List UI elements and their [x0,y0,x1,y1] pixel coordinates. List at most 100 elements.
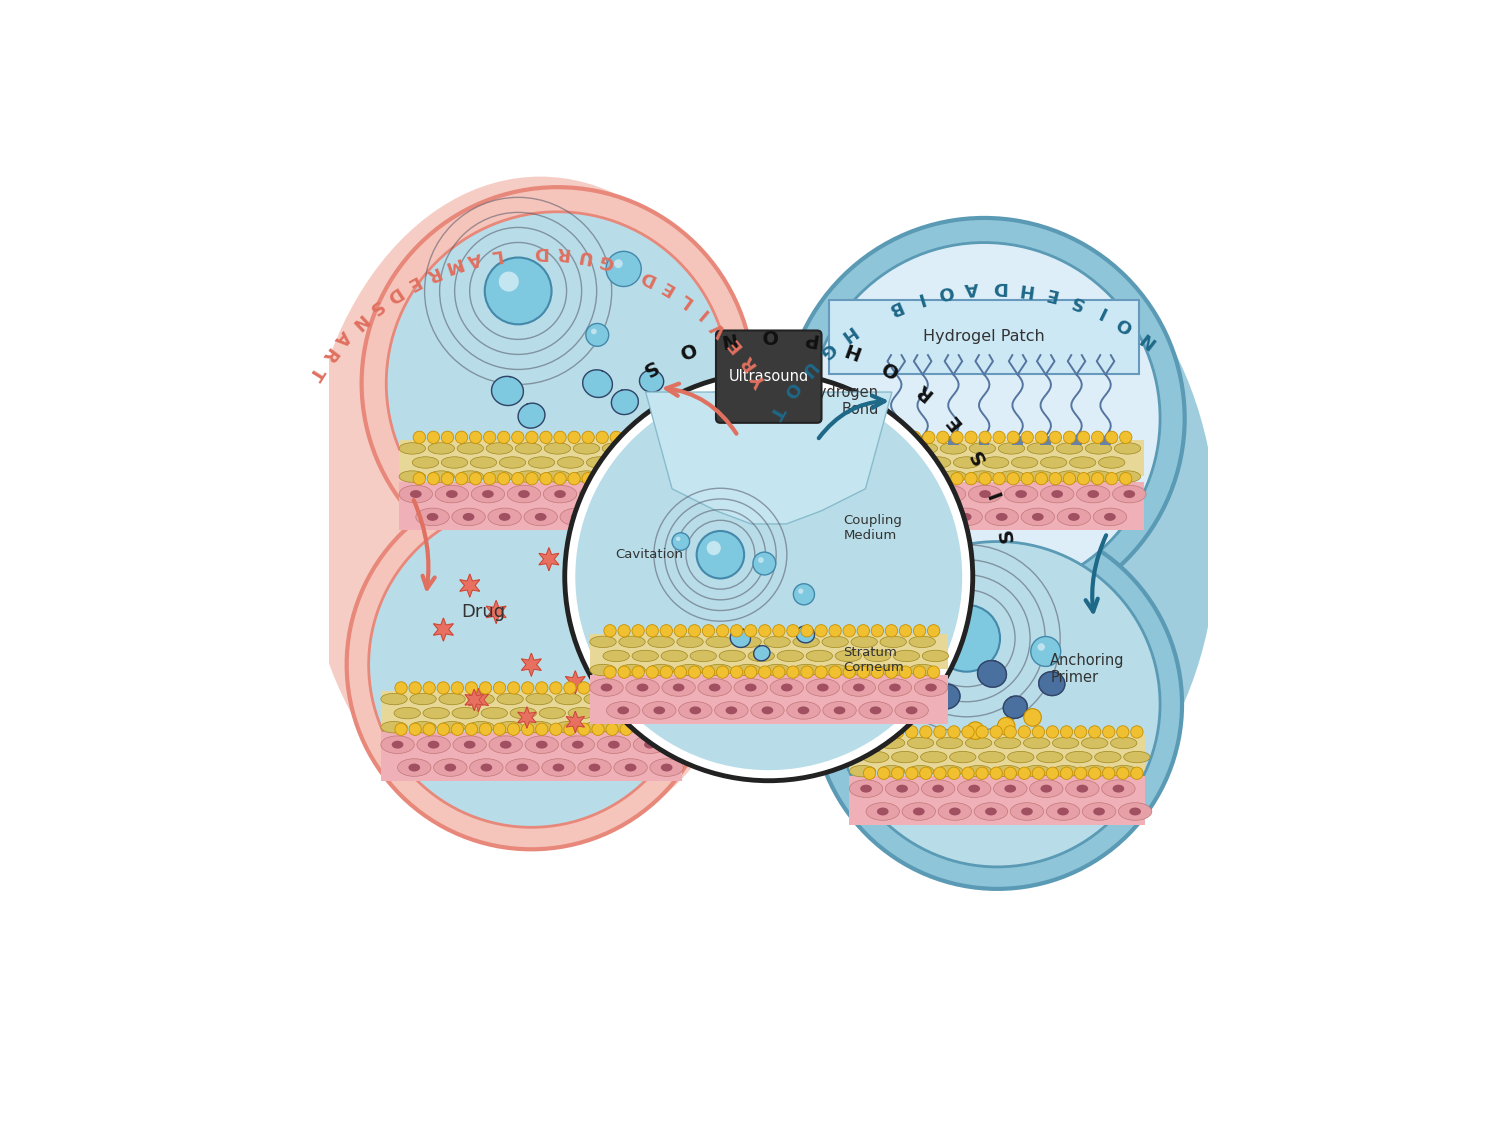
Circle shape [592,682,604,694]
Ellipse shape [862,751,889,763]
Ellipse shape [614,758,648,777]
Circle shape [666,432,678,443]
Circle shape [976,767,988,779]
Text: B: B [884,296,904,317]
Ellipse shape [1005,485,1038,502]
Ellipse shape [888,513,900,521]
Ellipse shape [626,678,660,697]
Ellipse shape [642,693,669,705]
Circle shape [500,272,519,291]
Ellipse shape [453,735,486,754]
Ellipse shape [924,457,951,468]
Circle shape [1007,473,1020,485]
Ellipse shape [768,220,1216,854]
Circle shape [498,432,510,443]
Circle shape [525,473,538,485]
Ellipse shape [408,764,420,772]
Circle shape [1074,726,1088,738]
Circle shape [610,432,622,443]
Polygon shape [492,377,524,405]
Ellipse shape [399,443,426,455]
Text: I: I [1095,301,1108,321]
Ellipse shape [433,758,466,777]
Circle shape [1064,432,1076,443]
Ellipse shape [620,636,645,648]
Ellipse shape [822,665,849,676]
Ellipse shape [392,741,404,749]
Ellipse shape [921,780,956,797]
Ellipse shape [674,457,700,468]
Ellipse shape [770,678,804,697]
Ellipse shape [398,758,430,777]
Circle shape [843,666,855,678]
Text: S: S [966,445,990,467]
Circle shape [909,473,921,485]
Ellipse shape [680,513,690,521]
Ellipse shape [662,678,696,697]
Ellipse shape [1041,457,1066,468]
Circle shape [596,432,609,443]
Ellipse shape [910,443,938,455]
Ellipse shape [806,678,840,697]
Text: R: R [912,379,936,403]
Polygon shape [538,548,560,571]
Circle shape [568,473,580,485]
Circle shape [1019,726,1031,738]
Text: O: O [675,338,698,361]
Ellipse shape [399,485,432,502]
Polygon shape [566,670,585,693]
Circle shape [891,767,904,779]
Ellipse shape [615,485,650,502]
Text: E: E [402,272,422,293]
Ellipse shape [849,738,876,749]
Ellipse shape [651,485,686,502]
Ellipse shape [1029,780,1063,797]
Circle shape [507,682,520,694]
Ellipse shape [1095,751,1120,763]
Ellipse shape [762,707,774,715]
Ellipse shape [850,665,877,676]
Circle shape [578,723,590,735]
Ellipse shape [824,471,850,482]
Ellipse shape [1041,785,1052,793]
Circle shape [498,473,510,485]
Circle shape [564,372,974,781]
Ellipse shape [427,471,454,482]
Ellipse shape [922,650,948,661]
FancyBboxPatch shape [381,691,682,726]
Circle shape [465,682,477,694]
Text: N: N [1136,328,1158,352]
Ellipse shape [678,701,712,719]
Circle shape [507,723,520,735]
Ellipse shape [940,471,966,482]
Circle shape [1064,473,1076,485]
Circle shape [702,666,714,678]
Ellipse shape [603,650,630,661]
Circle shape [966,722,984,739]
FancyBboxPatch shape [399,482,717,530]
Circle shape [1119,432,1132,443]
Ellipse shape [969,471,996,482]
Circle shape [998,717,1016,735]
Ellipse shape [416,508,448,525]
Ellipse shape [471,457,496,468]
Circle shape [839,473,850,485]
Circle shape [470,432,482,443]
Circle shape [1060,767,1072,779]
Circle shape [427,432,439,443]
Circle shape [549,723,562,735]
Circle shape [867,473,879,485]
Circle shape [604,666,616,678]
Ellipse shape [1098,457,1125,468]
Circle shape [813,520,1182,888]
Text: L: L [489,244,502,264]
Text: G: G [815,338,839,362]
Ellipse shape [597,735,630,754]
Ellipse shape [936,765,963,777]
Polygon shape [796,626,814,643]
Ellipse shape [538,707,566,718]
Ellipse shape [853,684,864,691]
Circle shape [484,257,552,324]
Ellipse shape [954,457,980,468]
Circle shape [878,726,890,738]
